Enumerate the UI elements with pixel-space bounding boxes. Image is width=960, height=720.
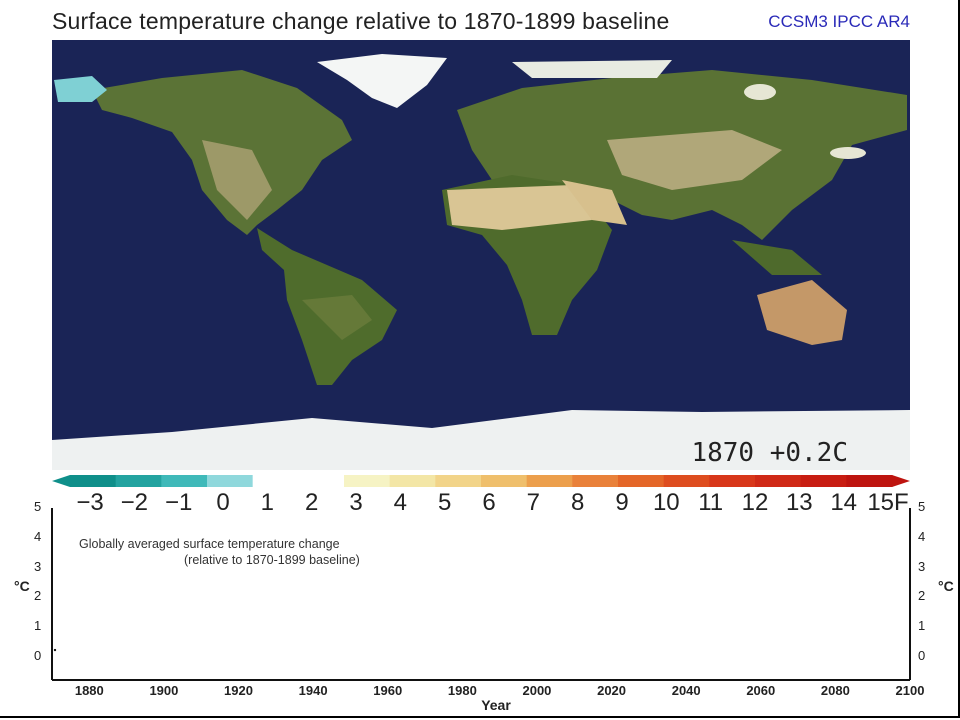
colorbar-segment	[755, 475, 802, 487]
colorbar-segment	[252, 475, 299, 487]
y-tick-label-left: 4	[34, 528, 42, 544]
x-axis-label: Year	[481, 697, 511, 713]
header: Surface temperature change relative to 1…	[52, 6, 910, 38]
colorbar-segment	[70, 475, 117, 487]
y-tick-label-left: 2	[34, 588, 42, 604]
colorbar-segment	[161, 475, 208, 487]
x-tick-label: 1940	[298, 683, 328, 698]
colorbar-label: 14	[830, 489, 858, 516]
colorbar-label: −3	[76, 489, 104, 516]
map-graphic	[52, 40, 910, 470]
antarctica	[52, 410, 910, 470]
y-tick-label-left: 5	[34, 499, 42, 514]
colorbar-label: 2	[305, 489, 319, 516]
colorbar-segment	[298, 475, 345, 487]
colorbar-label: 15F	[867, 489, 909, 516]
y-tick-label-right: 2	[918, 588, 926, 604]
data-point	[53, 648, 57, 652]
colorbar-segment	[572, 475, 619, 487]
colorbar-label: 6	[482, 489, 496, 516]
color-scale-bar	[52, 475, 910, 487]
y-tick-label-right: 4	[918, 528, 926, 544]
colorbar-label: 13	[785, 489, 813, 516]
model-label: CCSM3 IPCC AR4	[768, 12, 910, 31]
colorbar-label: 1	[260, 489, 274, 516]
x-tick-label: 1900	[149, 683, 179, 698]
y-tick-label-left: 1	[34, 618, 42, 634]
greenland	[317, 54, 447, 108]
chart-annotation: Globally averaged surface temperature ch…	[79, 536, 360, 568]
colorbar-left-arrow	[52, 475, 70, 487]
colorbar-label: −2	[120, 489, 148, 516]
world-map: 1870 +0.2C	[52, 40, 910, 470]
x-tick-label: 2080	[820, 683, 850, 698]
colorbar-label: 9	[615, 489, 629, 516]
colorbar-label: 11	[698, 489, 724, 516]
chart-annotation-line-1: Globally averaged surface temperature ch…	[79, 537, 340, 551]
colorbar-label: 5	[438, 489, 452, 516]
colorbar-segment	[709, 475, 756, 487]
colorbar-segment	[846, 475, 893, 487]
colorbar-label: 7	[526, 489, 540, 516]
colorbar-right-arrow	[892, 475, 910, 487]
y-tick-label-right: 0	[918, 648, 926, 663]
x-tick-label: 1880	[74, 683, 104, 698]
y-tick-label-right: 3	[918, 558, 926, 574]
colorbar-segment	[800, 475, 847, 487]
x-tick-label: 1920	[224, 683, 253, 698]
x-tick-label: 1980	[447, 683, 477, 698]
colorbar-segment	[526, 475, 573, 487]
temperature-chart	[51, 508, 911, 681]
x-tick-label: 2000	[522, 683, 552, 698]
colorbar-label: 12	[741, 489, 769, 516]
x-tick-label: 2100	[895, 683, 925, 698]
colorbar-segment	[435, 475, 482, 487]
colorbar-segment	[207, 475, 254, 487]
colorbar-segment	[618, 475, 665, 487]
y-axis-label-right: °C	[938, 578, 954, 594]
australia	[757, 280, 847, 345]
colorbar-segment	[115, 475, 162, 487]
colorbar-label: 10	[652, 489, 680, 516]
chart-annotation-line-2: (relative to 1870-1899 baseline)	[184, 553, 360, 567]
y-axis-label-left: °C	[14, 578, 30, 594]
colorbar-label: 3	[349, 489, 363, 516]
colorbar-label: 4	[393, 489, 407, 516]
colorbar-label: 8	[571, 489, 585, 516]
year-temperature-stamp: 1870 +0.2C	[691, 438, 848, 468]
colorbar-label: 0	[216, 489, 230, 516]
colorbar-label: −1	[165, 489, 193, 516]
x-tick-label: 1960	[373, 683, 403, 698]
colorbar-segment	[389, 475, 436, 487]
x-tick-label: 2060	[746, 683, 776, 698]
colorbar-segment	[481, 475, 528, 487]
y-tick-label-left: 3	[34, 558, 42, 574]
colorbar-segment	[663, 475, 710, 487]
color-scale-labels: −3 −2 −1 0 1 2 3 4 5 6 7 8 9 10 11 12 13 14 15F	[52, 489, 910, 521]
colorbar-segment	[344, 475, 391, 487]
x-tick-label: 2020	[597, 683, 627, 698]
y-tick-label-right: 1	[918, 618, 926, 634]
x-tick-label: 2040	[671, 683, 701, 698]
y-tick-label-left: 0	[34, 648, 42, 663]
page-title: Surface temperature change relative to 1…	[52, 8, 670, 34]
y-tick-label-right: 5	[918, 499, 926, 514]
